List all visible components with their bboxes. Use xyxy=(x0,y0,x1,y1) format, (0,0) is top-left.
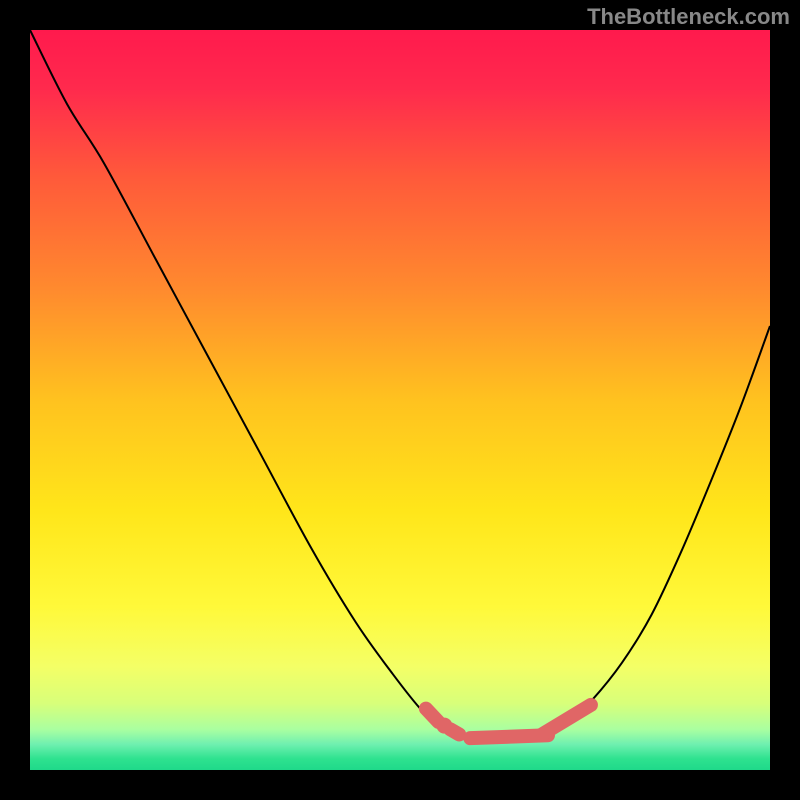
plot-background xyxy=(30,30,770,770)
marker-segment xyxy=(450,729,459,734)
marker-dot xyxy=(436,718,452,734)
chart-container: TheBottleneck.com xyxy=(0,0,800,800)
watermark-text: TheBottleneck.com xyxy=(587,4,790,30)
marker-segment xyxy=(426,709,439,722)
chart-svg xyxy=(0,0,800,800)
